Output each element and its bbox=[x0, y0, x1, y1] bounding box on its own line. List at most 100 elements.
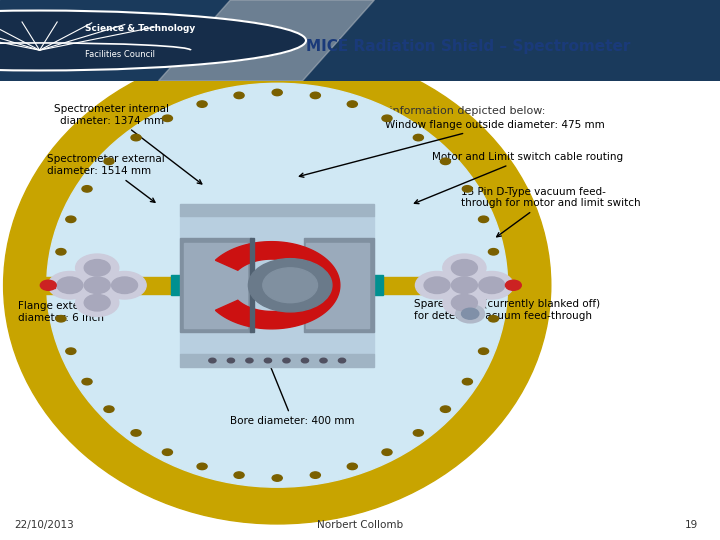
Bar bbox=[374, 277, 529, 294]
Circle shape bbox=[451, 277, 477, 294]
Circle shape bbox=[234, 472, 244, 478]
Polygon shape bbox=[158, 0, 374, 81]
Text: Science & Technology: Science & Technology bbox=[85, 24, 195, 33]
Circle shape bbox=[443, 272, 486, 299]
Circle shape bbox=[48, 272, 91, 299]
Circle shape bbox=[76, 254, 119, 281]
Circle shape bbox=[84, 294, 110, 311]
Bar bbox=[180, 204, 374, 217]
Circle shape bbox=[413, 430, 423, 436]
Circle shape bbox=[104, 406, 114, 413]
Circle shape bbox=[302, 358, 309, 363]
Circle shape bbox=[76, 272, 119, 299]
Circle shape bbox=[479, 277, 505, 294]
Circle shape bbox=[462, 186, 472, 192]
Ellipse shape bbox=[4, 46, 551, 524]
Bar bbox=[306, 243, 369, 328]
Circle shape bbox=[451, 260, 477, 276]
Circle shape bbox=[66, 216, 76, 222]
Bar bbox=[180, 217, 374, 354]
Circle shape bbox=[248, 259, 332, 312]
Circle shape bbox=[272, 89, 282, 96]
Circle shape bbox=[441, 158, 451, 165]
Text: Motor and Limit switch cable routing: Motor and Limit switch cable routing bbox=[415, 152, 623, 204]
Circle shape bbox=[82, 379, 92, 385]
Circle shape bbox=[197, 101, 207, 107]
Bar bbox=[171, 275, 181, 295]
Circle shape bbox=[76, 289, 119, 316]
Text: Bore diameter: 400 mm: Bore diameter: 400 mm bbox=[230, 360, 355, 426]
Text: Norbert Collomb: Norbert Collomb bbox=[317, 520, 403, 530]
Circle shape bbox=[104, 158, 114, 165]
Circle shape bbox=[163, 115, 173, 122]
Circle shape bbox=[382, 449, 392, 455]
Circle shape bbox=[84, 260, 110, 276]
Text: Flange external
diameter: 6 inch: Flange external diameter: 6 inch bbox=[18, 276, 112, 323]
Circle shape bbox=[40, 280, 56, 291]
Circle shape bbox=[272, 475, 282, 481]
Circle shape bbox=[338, 358, 346, 363]
Circle shape bbox=[53, 282, 63, 288]
Circle shape bbox=[131, 134, 141, 141]
Circle shape bbox=[234, 92, 244, 99]
Ellipse shape bbox=[47, 83, 508, 487]
Text: Spare flange (currently blanked off)
for detector vacuum feed-through: Spare flange (currently blanked off) for… bbox=[414, 268, 600, 321]
Circle shape bbox=[0, 10, 306, 71]
Circle shape bbox=[197, 463, 207, 470]
Circle shape bbox=[112, 277, 138, 294]
Bar bbox=[180, 354, 374, 367]
Circle shape bbox=[57, 277, 83, 294]
Circle shape bbox=[320, 358, 327, 363]
Text: MICE Radiation Shield – Spectrometer: MICE Radiation Shield – Spectrometer bbox=[306, 39, 630, 55]
Circle shape bbox=[209, 358, 216, 363]
Circle shape bbox=[443, 254, 486, 281]
Circle shape bbox=[451, 294, 477, 311]
Polygon shape bbox=[215, 242, 340, 329]
Text: 19: 19 bbox=[685, 520, 698, 530]
Circle shape bbox=[462, 379, 472, 385]
Bar bbox=[184, 243, 247, 328]
Circle shape bbox=[415, 272, 459, 299]
Bar bbox=[304, 238, 374, 332]
Circle shape bbox=[492, 282, 502, 288]
Text: Window flange outside diameter: 475 mm: Window flange outside diameter: 475 mm bbox=[300, 120, 605, 177]
Circle shape bbox=[283, 358, 290, 363]
Text: Spectrometer internal
diameter: 1374 mm: Spectrometer internal diameter: 1374 mm bbox=[54, 104, 202, 184]
Circle shape bbox=[479, 216, 489, 222]
Circle shape bbox=[413, 134, 423, 141]
Circle shape bbox=[103, 272, 146, 299]
Bar bbox=[4, 277, 180, 294]
Circle shape bbox=[441, 406, 451, 413]
Bar bbox=[374, 275, 383, 295]
Circle shape bbox=[264, 358, 271, 363]
Ellipse shape bbox=[47, 83, 508, 487]
Text: 15 Pin D-Type vacuum feed-
through for motor and limit switch: 15 Pin D-Type vacuum feed- through for m… bbox=[461, 186, 640, 237]
Circle shape bbox=[424, 277, 450, 294]
Circle shape bbox=[56, 248, 66, 255]
Circle shape bbox=[162, 449, 172, 455]
Circle shape bbox=[310, 92, 320, 99]
Circle shape bbox=[505, 280, 521, 291]
Text: 22/10/2013: 22/10/2013 bbox=[14, 520, 74, 530]
Circle shape bbox=[84, 277, 110, 294]
Circle shape bbox=[470, 272, 513, 299]
Text: CAD information depicted below:: CAD information depicted below: bbox=[362, 106, 545, 116]
Circle shape bbox=[462, 308, 479, 319]
Circle shape bbox=[310, 472, 320, 478]
Circle shape bbox=[82, 186, 92, 192]
Circle shape bbox=[479, 348, 489, 354]
Circle shape bbox=[263, 268, 318, 303]
Circle shape bbox=[66, 348, 76, 354]
Circle shape bbox=[246, 358, 253, 363]
Circle shape bbox=[347, 463, 357, 470]
Circle shape bbox=[456, 305, 485, 323]
Circle shape bbox=[382, 115, 392, 122]
Bar bbox=[48, 283, 55, 287]
Text: Spectrometer external
diameter: 1514 mm: Spectrometer external diameter: 1514 mm bbox=[47, 154, 165, 202]
Circle shape bbox=[56, 315, 66, 322]
Circle shape bbox=[228, 358, 235, 363]
Text: Facilities Council: Facilities Council bbox=[85, 50, 155, 59]
Circle shape bbox=[131, 430, 141, 436]
Circle shape bbox=[488, 315, 498, 322]
Bar bbox=[250, 238, 254, 332]
